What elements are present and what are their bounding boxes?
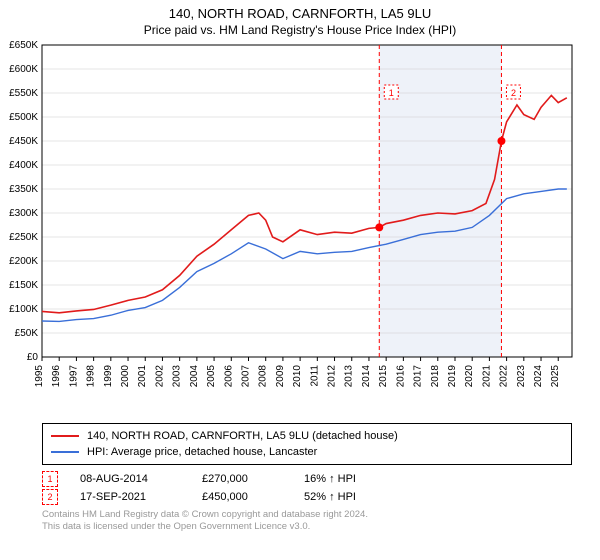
svg-text:2018: 2018 — [430, 365, 441, 388]
sale-date: 08-AUG-2014 — [80, 473, 180, 485]
svg-text:£650K: £650K — [9, 40, 38, 51]
svg-text:2010: 2010 — [292, 365, 303, 388]
svg-text:2: 2 — [511, 88, 516, 98]
legend: 140, NORTH ROAD, CARNFORTH, LA5 9LU (det… — [42, 423, 572, 465]
svg-text:£150K: £150K — [9, 280, 38, 291]
svg-text:£350K: £350K — [9, 184, 38, 195]
footer-attribution: Contains HM Land Registry data © Crown c… — [42, 509, 572, 534]
svg-text:£50K: £50K — [15, 328, 39, 339]
svg-text:£300K: £300K — [9, 208, 38, 219]
svg-text:2002: 2002 — [154, 365, 165, 388]
svg-text:£550K: £550K — [9, 88, 38, 99]
svg-text:2008: 2008 — [258, 365, 269, 388]
svg-text:£250K: £250K — [9, 232, 38, 243]
svg-text:1997: 1997 — [68, 365, 79, 388]
svg-text:£450K: £450K — [9, 136, 38, 147]
price-chart: £0 £50K £100K £150K £200K £250K £300K £350K £400… — [0, 37, 600, 417]
svg-text:2011: 2011 — [309, 365, 320, 387]
svg-text:2001: 2001 — [137, 365, 148, 388]
svg-text:2012: 2012 — [327, 365, 338, 388]
sale-vs-hpi: 52% ↑ HPI — [304, 491, 356, 503]
map-marker-icon: 2 — [42, 489, 58, 505]
svg-text:2000: 2000 — [120, 365, 131, 388]
svg-text:£500K: £500K — [9, 112, 38, 123]
legend-item: 140, NORTH ROAD, CARNFORTH, LA5 9LU (det… — [51, 428, 563, 444]
svg-text:2020: 2020 — [464, 365, 475, 388]
table-row: 2 17-SEP-2021 £450,000 52% ↑ HPI — [42, 489, 572, 505]
svg-text:2014: 2014 — [361, 365, 372, 388]
svg-text:1: 1 — [389, 88, 394, 98]
svg-text:2005: 2005 — [206, 365, 217, 388]
svg-text:2019: 2019 — [447, 365, 458, 388]
sale-vs-hpi: 16% ↑ HPI — [304, 473, 356, 485]
chart-subtitle: Price paid vs. HM Land Registry's House … — [0, 23, 600, 37]
svg-text:2023: 2023 — [516, 365, 527, 388]
svg-text:2006: 2006 — [223, 365, 234, 388]
svg-text:1999: 1999 — [103, 365, 114, 388]
sales-table: 1 08-AUG-2014 £270,000 16% ↑ HPI 2 17-SE… — [42, 471, 572, 505]
legend-label: 140, NORTH ROAD, CARNFORTH, LA5 9LU (det… — [87, 430, 398, 442]
svg-text:2022: 2022 — [499, 365, 510, 388]
svg-text:1998: 1998 — [86, 365, 97, 388]
svg-text:£0: £0 — [27, 352, 39, 363]
svg-text:£600K: £600K — [9, 64, 38, 75]
svg-text:£100K: £100K — [9, 304, 38, 315]
svg-text:£400K: £400K — [9, 160, 38, 171]
svg-text:2007: 2007 — [240, 365, 251, 388]
svg-text:2025: 2025 — [550, 365, 561, 388]
svg-text:£200K: £200K — [9, 256, 38, 267]
legend-item: HPI: Average price, detached house, Lanc… — [51, 444, 563, 460]
svg-text:2024: 2024 — [533, 365, 544, 388]
svg-text:2003: 2003 — [172, 365, 183, 388]
svg-text:1995: 1995 — [34, 365, 45, 388]
chart-title: 140, NORTH ROAD, CARNFORTH, LA5 9LU — [0, 6, 600, 21]
map-marker-icon: 1 — [42, 471, 58, 487]
svg-text:2017: 2017 — [413, 365, 424, 388]
sale-price: £270,000 — [202, 473, 282, 485]
svg-text:2009: 2009 — [275, 365, 286, 388]
sale-date: 17-SEP-2021 — [80, 491, 180, 503]
svg-text:1996: 1996 — [51, 365, 62, 388]
svg-text:2013: 2013 — [344, 365, 355, 388]
table-row: 1 08-AUG-2014 £270,000 16% ↑ HPI — [42, 471, 572, 487]
sale-price: £450,000 — [202, 491, 282, 503]
legend-label: HPI: Average price, detached house, Lanc… — [87, 446, 317, 458]
svg-text:2021: 2021 — [481, 365, 492, 388]
svg-text:2004: 2004 — [189, 365, 200, 388]
svg-text:2015: 2015 — [378, 365, 389, 388]
svg-text:2016: 2016 — [395, 365, 406, 388]
